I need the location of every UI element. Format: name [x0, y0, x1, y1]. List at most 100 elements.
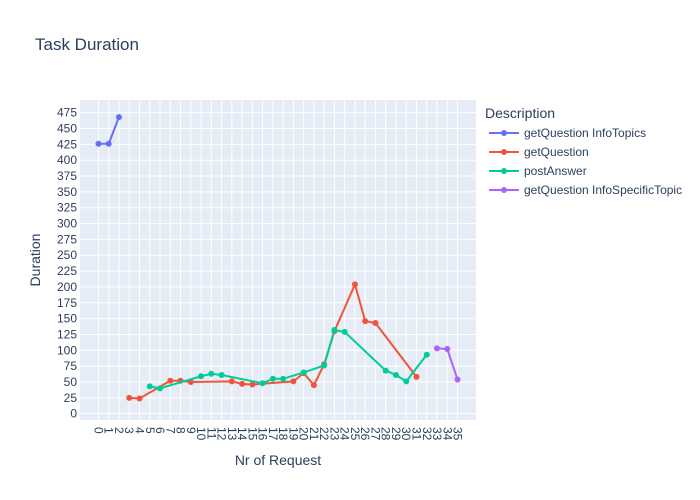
x-tick-label: 30 — [399, 427, 413, 441]
x-tick-label: 35 — [451, 427, 465, 441]
data-point[interactable] — [259, 380, 266, 387]
x-tick-label: 24 — [338, 427, 352, 441]
x-tick-label: 8 — [174, 427, 188, 434]
legend-label: getQuestion InfoTopics — [524, 126, 646, 140]
data-point[interactable] — [198, 373, 205, 380]
x-tick-label: 2 — [112, 427, 126, 434]
data-point[interactable] — [105, 140, 112, 147]
y-tick-label: 200 — [57, 280, 77, 294]
data-point[interactable] — [403, 378, 410, 385]
data-point[interactable] — [351, 281, 358, 288]
y-tick-label: 400 — [57, 153, 77, 167]
data-point[interactable] — [290, 378, 297, 385]
data-point[interactable] — [392, 372, 399, 379]
data-point[interactable] — [126, 394, 133, 401]
data-point[interactable] — [249, 381, 256, 388]
data-point[interactable] — [228, 378, 235, 385]
x-tick-label: 19 — [286, 427, 300, 441]
data-point[interactable] — [167, 377, 174, 384]
x-tick-label: 27 — [368, 427, 382, 441]
x-tick-label: 5 — [143, 427, 157, 434]
data-point[interactable] — [454, 376, 461, 383]
x-tick-label: 16 — [256, 427, 270, 441]
legend-swatch-marker — [501, 130, 507, 136]
y-tick-label: 175 — [57, 296, 77, 310]
x-tick-label: 12 — [215, 427, 229, 441]
y-tick-label: 300 — [57, 217, 77, 231]
x-tick-label: 17 — [266, 427, 280, 441]
x-tick-label: 0 — [91, 427, 105, 434]
x-tick-label: 34 — [440, 427, 454, 441]
data-point[interactable] — [218, 372, 225, 379]
y-tick-label: 450 — [57, 122, 77, 136]
legend[interactable]: Description getQuestion InfoTopics getQue… — [485, 105, 682, 197]
data-point[interactable] — [269, 375, 276, 382]
data-point[interactable] — [157, 385, 164, 392]
y-tick-label: 250 — [57, 248, 77, 262]
legend-label: postAnswer — [524, 164, 587, 178]
legend-label: getQuestion — [524, 145, 589, 159]
data-point[interactable] — [362, 318, 369, 325]
x-tick-label: 13 — [225, 427, 239, 441]
data-point[interactable] — [341, 328, 348, 335]
y-tick-label: 325 — [57, 201, 77, 215]
y-tick-label: 225 — [57, 264, 77, 278]
data-point[interactable] — [280, 375, 287, 382]
y-tick-label: 475 — [57, 106, 77, 120]
x-tick-label: 25 — [348, 427, 362, 441]
data-point[interactable] — [136, 395, 143, 402]
y-tick-label: 0 — [70, 407, 77, 421]
legend-item[interactable]: getQuestion — [489, 145, 589, 159]
x-tick-label: 4 — [133, 427, 147, 434]
series-layer — [95, 114, 461, 402]
data-point[interactable] — [413, 373, 420, 380]
y-tick-label: 25 — [64, 391, 78, 405]
legend-item[interactable]: getQuestion InfoSpecificTopic — [489, 183, 682, 197]
data-point[interactable] — [146, 383, 153, 390]
data-point[interactable] — [372, 320, 379, 327]
x-tick-labels: 0123456789101112131415161718192021222324… — [91, 427, 464, 441]
legend-swatch-marker — [501, 168, 507, 174]
data-point[interactable] — [239, 380, 246, 387]
x-tick-label: 20 — [297, 427, 311, 441]
data-point[interactable] — [310, 382, 317, 389]
data-point[interactable] — [444, 346, 451, 353]
x-tick-label: 6 — [153, 427, 167, 434]
data-point[interactable] — [423, 351, 430, 358]
data-point[interactable] — [321, 362, 328, 369]
y-tick-label: 275 — [57, 232, 77, 246]
x-tick-label: 1 — [102, 427, 116, 434]
series-getquestion-infotopics — [95, 114, 122, 147]
x-tick-label: 11 — [204, 427, 218, 440]
x-tick-label: 14 — [235, 427, 249, 441]
x-tick-label: 28 — [379, 427, 393, 441]
x-tick-label: 23 — [327, 427, 341, 441]
data-point[interactable] — [115, 114, 122, 121]
chart-title: Task Duration — [35, 35, 139, 54]
x-tick-label: 18 — [276, 427, 290, 441]
legend-item[interactable]: postAnswer — [489, 164, 587, 178]
x-tick-label: 15 — [245, 427, 259, 441]
x-tick-label: 32 — [420, 427, 434, 441]
gridlines — [80, 100, 476, 420]
legend-item[interactable]: getQuestion InfoTopics — [489, 126, 646, 140]
data-point[interactable] — [382, 367, 389, 374]
x-tick-label: 10 — [194, 427, 208, 441]
x-axis-title: Nr of Request — [235, 452, 321, 468]
y-tick-label: 75 — [64, 359, 78, 373]
x-tick-label: 22 — [317, 427, 331, 441]
x-tick-label: 7 — [163, 427, 177, 434]
legend-swatch-marker — [501, 149, 507, 155]
y-tick-label: 150 — [57, 312, 77, 326]
data-point[interactable] — [434, 345, 441, 352]
x-tick-label: 9 — [184, 427, 198, 434]
y-tick-label: 50 — [64, 375, 78, 389]
y-tick-label: 350 — [57, 185, 77, 199]
data-point[interactable] — [95, 140, 102, 147]
data-point[interactable] — [208, 370, 215, 377]
data-point[interactable] — [300, 369, 307, 376]
y-axis-title: Duration — [27, 234, 43, 287]
series-postanswer — [146, 327, 430, 392]
data-point[interactable] — [331, 327, 338, 334]
